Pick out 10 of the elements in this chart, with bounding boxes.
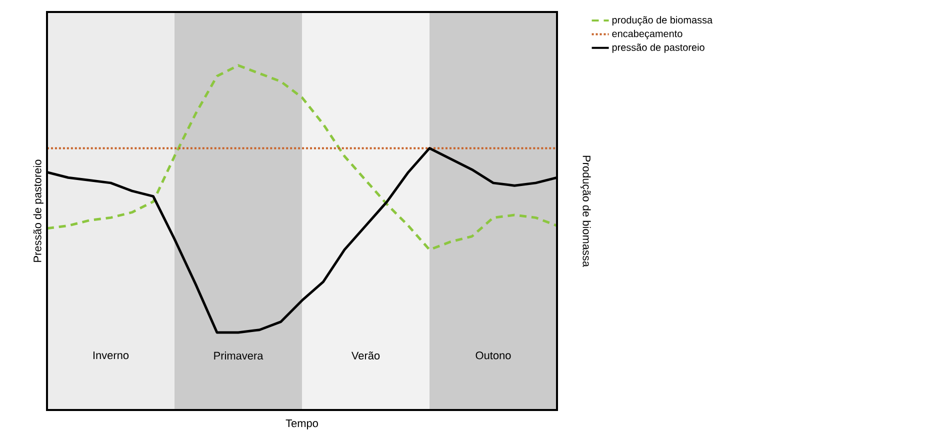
x-tick-label: Outono [476, 352, 511, 360]
x-tick-label: Primavera [214, 352, 264, 360]
legend-label: pressão de pastoreio [612, 44, 704, 53]
y-axis-title: Pressão de pastoreio [33, 160, 44, 262]
text: Tempo [286, 420, 318, 430]
y2-axis-title: Produção de biomassa [580, 156, 591, 268]
legend-label: encabeçamento [612, 30, 682, 40]
x-tick-label: Verão [351, 352, 380, 360]
x-tick-label: Inverno [93, 352, 129, 360]
legend-label: produção de biomassa [612, 16, 713, 26]
